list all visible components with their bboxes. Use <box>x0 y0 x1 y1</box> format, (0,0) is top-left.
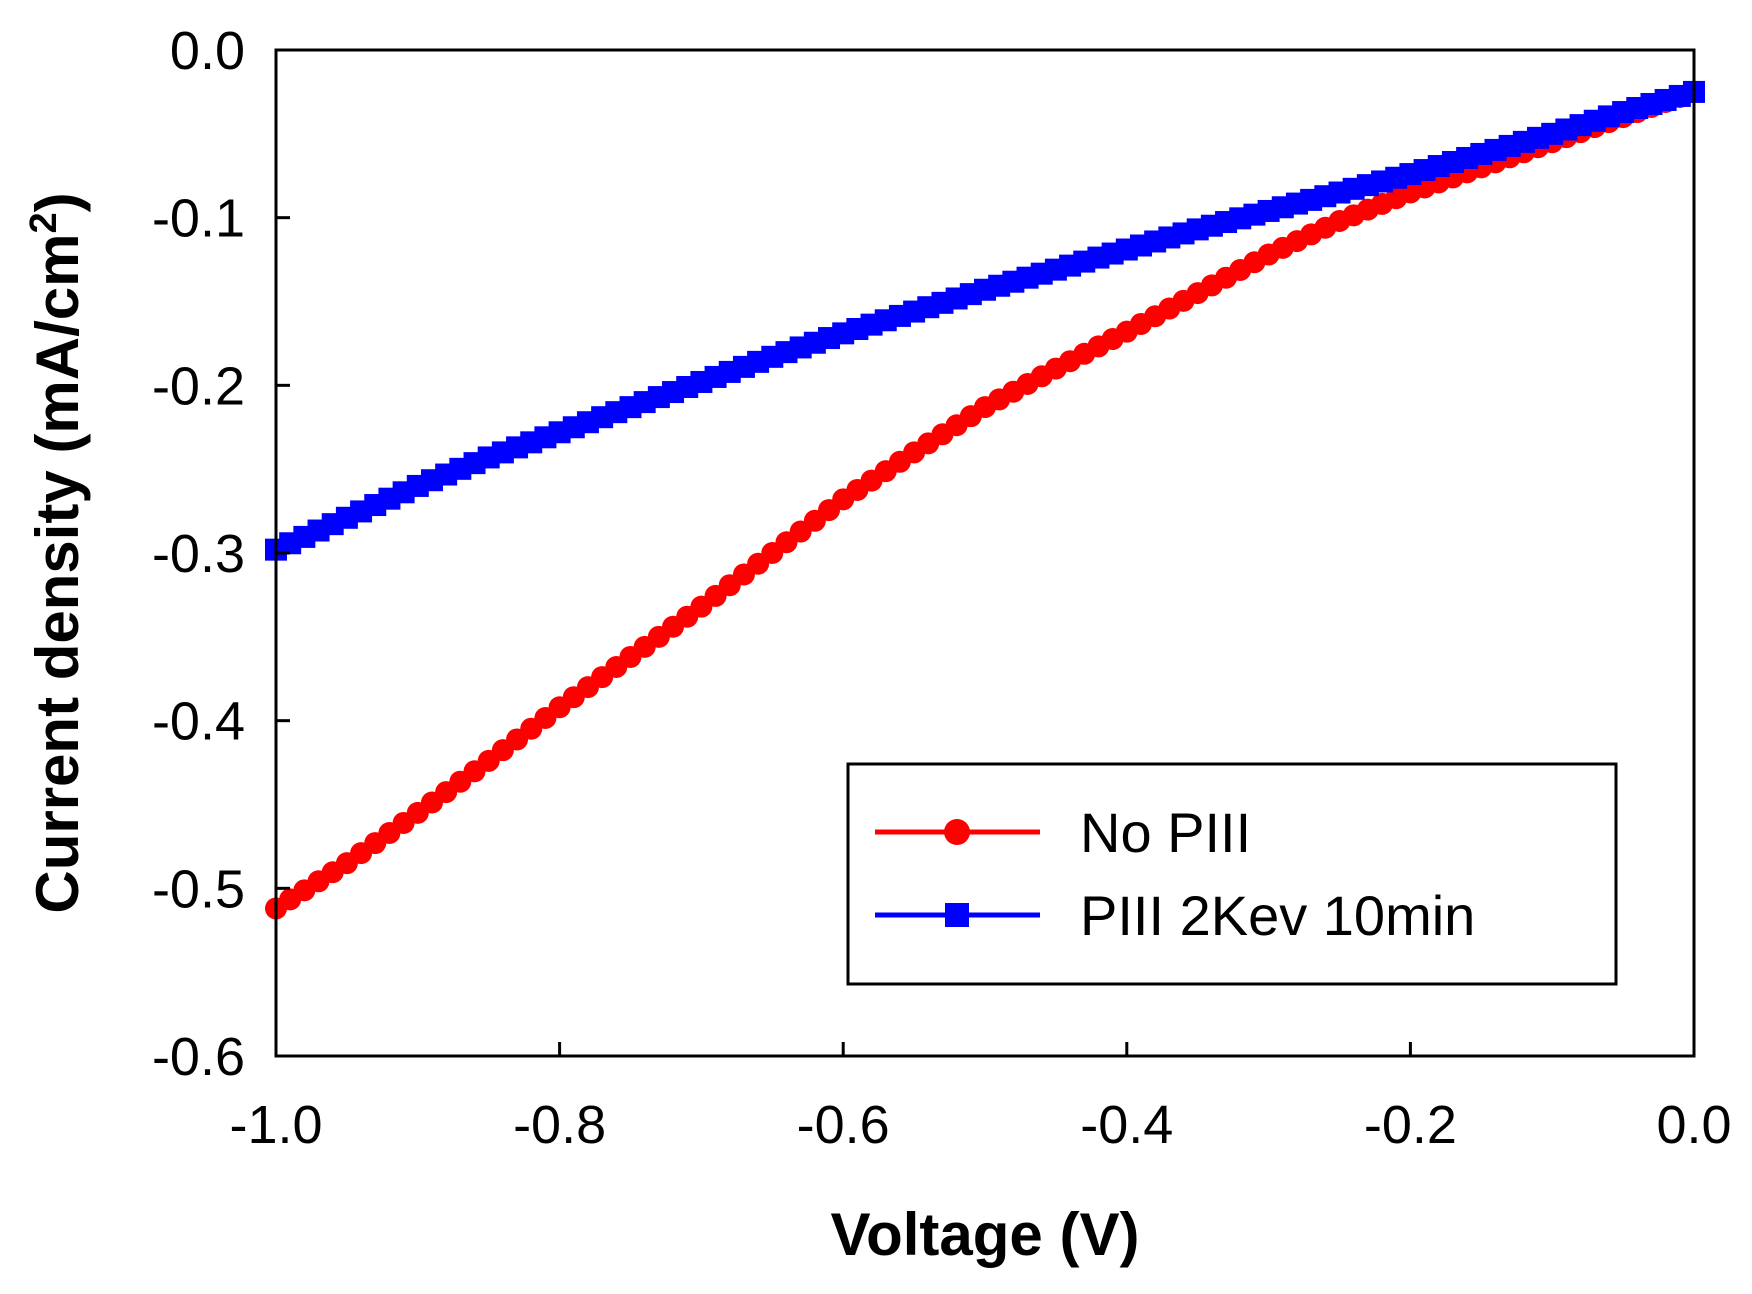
y-tick-label: -0.1 <box>152 189 245 249</box>
y-axis-title-superscript: 2 <box>23 212 65 233</box>
legend-label-piii: PIII 2Kev 10min <box>1080 884 1475 947</box>
x-tick-label: -0.2 <box>1364 1095 1457 1155</box>
y-tick-label: -0.6 <box>152 1027 245 1087</box>
ticks-layer: -1.0 -0.8 -0.6 -0.4 -0.2 0.0 0.0 -0.1 -0.2 -0.3 -0… <box>152 21 1732 1155</box>
legend-marker-square <box>945 903 969 927</box>
legend-marker-circle <box>944 819 970 845</box>
x-tick-label: -0.4 <box>1080 1095 1173 1155</box>
x-tick-label: -0.8 <box>513 1095 606 1155</box>
y-axis-title: Current density (mA/cm2) <box>23 192 91 913</box>
y-tick-label: 0.0 <box>170 21 245 81</box>
y-tick-label: -0.2 <box>152 356 245 416</box>
y-tick-label: -0.3 <box>152 524 245 584</box>
series-layer <box>265 80 1705 920</box>
y-tick-label: -0.4 <box>152 692 245 752</box>
x-tick-label: 0.0 <box>1656 1095 1731 1155</box>
legend-box <box>846 762 1618 986</box>
x-axis-title: Voltage (V) <box>831 1201 1140 1268</box>
y-axis-title-close: ) <box>24 192 91 212</box>
y-tick-label: -0.5 <box>152 859 245 919</box>
y-axis-title-main: Current density (mA/cm <box>24 233 91 913</box>
legend-label-no-piii: No PIII <box>1080 801 1251 864</box>
legend: No PIII PIII 2Kev 10min <box>846 762 1618 986</box>
x-tick-label: -0.6 <box>797 1095 890 1155</box>
x-tick-label: -1.0 <box>229 1095 322 1155</box>
